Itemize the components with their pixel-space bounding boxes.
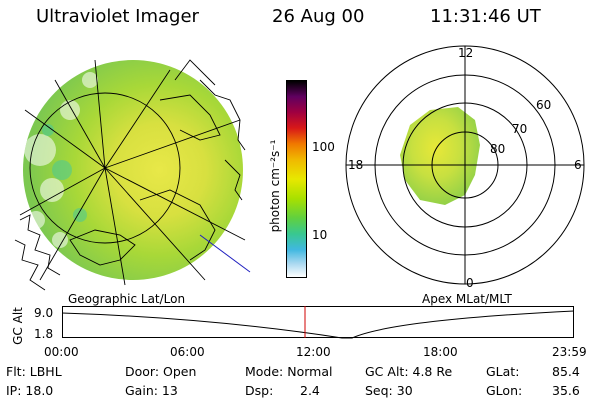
mlt-label-12: 12 — [458, 46, 474, 60]
info-glat-value: 85.4 — [552, 364, 580, 379]
app-title: Ultraviolet Imager — [36, 6, 199, 27]
timeline-xtick-0000: 00:00 — [44, 345, 79, 359]
apex-panel-label: Apex MLat/MLT — [422, 292, 512, 306]
geo-panel-label: Geographic Lat/Lon — [68, 292, 186, 306]
date-label: 26 Aug 00 — [272, 6, 365, 27]
info-flt: Flt: LBHL — [6, 364, 62, 379]
time-label: 11:31:46 UT — [430, 6, 541, 27]
mlt-label-0: 0 — [466, 276, 474, 290]
colorbar-tick-100: 100 — [312, 140, 335, 154]
info-door: Door: Open — [125, 364, 197, 379]
info-mode: Mode: Normal — [245, 364, 333, 379]
mlt-label-6: 6 — [574, 158, 582, 172]
mlt-label-18: 18 — [348, 158, 364, 172]
info-glon-label: GLon: — [486, 383, 523, 398]
info-dsp-value: 2.4 — [300, 383, 320, 398]
timeline-xtick-1800: 18:00 — [423, 345, 458, 359]
info-glon-value: 35.6 — [552, 383, 580, 398]
timeline-xtick-0600: 06:00 — [170, 345, 205, 359]
timeline-ylabel: GC Alt — [11, 307, 25, 345]
info-gcalt: GC Alt: 4.8 Re — [365, 364, 453, 379]
colorbar — [286, 80, 307, 278]
timeline-ytick-max: 9.0 — [34, 306, 54, 320]
geographic-image-panel — [14, 59, 251, 291]
colorbar-unit-label: photon cm⁻²s⁻¹ — [268, 139, 282, 233]
info-glat-label: GLat: — [486, 364, 520, 379]
info-seq: Seq: 30 — [365, 383, 413, 398]
mlat-label-80: 80 — [490, 142, 506, 156]
info-ip: IP: 18.0 — [6, 383, 54, 398]
timeline-ytick-min: 1.8 — [34, 327, 54, 341]
aurora-patch — [400, 107, 480, 205]
colorbar-tick-10: 10 — [312, 228, 328, 242]
info-gain: Gain: 13 — [125, 383, 178, 398]
mlat-label-60: 60 — [536, 98, 552, 112]
info-dsp-label: Dsp: — [245, 383, 274, 398]
apex-polar-panel — [345, 45, 585, 285]
mlat-label-70: 70 — [512, 122, 528, 136]
timeline-plot — [61, 306, 575, 339]
timeline-xtick-1200: 12:00 — [296, 345, 331, 359]
timeline-xtick-2359: 23:59 — [552, 345, 587, 359]
